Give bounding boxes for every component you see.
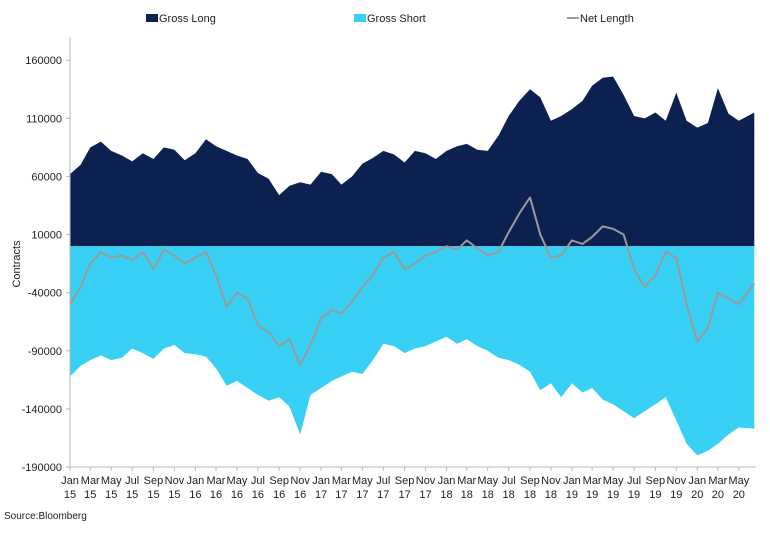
- x-tick-label-year: 16: [189, 489, 201, 501]
- x-tick-label-year: 16: [294, 489, 306, 501]
- x-tick-label-year: 15: [126, 489, 138, 501]
- x-tick-label-month: Mar: [583, 475, 602, 487]
- x-tick-label-month: Sep: [144, 475, 164, 487]
- x-tick-label-year: 18: [503, 489, 515, 501]
- x-tick-label-month: Sep: [269, 475, 289, 487]
- x-tick-label-month: May: [477, 475, 498, 487]
- x-tick-label-year: 15: [147, 489, 159, 501]
- x-tick-label-month: Jul: [502, 475, 516, 487]
- x-tick-label-month: Jul: [251, 475, 265, 487]
- x-tick-label-year: 19: [586, 489, 598, 501]
- x-tick-label-year: 16: [231, 489, 243, 501]
- legend-swatch-gross-long: [146, 14, 158, 22]
- legend-label-gross-long: Gross Long: [159, 13, 216, 25]
- series-area-gross-short: [70, 246, 755, 456]
- x-tick-label-year: 17: [356, 489, 368, 501]
- x-tick-label-year: 19: [628, 489, 640, 501]
- y-tick-label: 60000: [31, 171, 62, 183]
- x-tick-label-month: Nov: [165, 475, 185, 487]
- y-tick-label: 110000: [26, 113, 62, 125]
- y-tick-label: -140000: [22, 404, 62, 416]
- x-tick-label-month: Sep: [520, 475, 540, 487]
- x-tick-label-year: 19: [649, 489, 661, 501]
- plot-area: [69, 76, 756, 456]
- y-axis: 160000 110000 60000 10000 -40000 -90000 -14000…: [22, 37, 71, 474]
- x-tick-label-month: May: [227, 475, 248, 487]
- x-tick-label-year: 17: [335, 489, 347, 501]
- x-tick-label-month: Jul: [627, 475, 641, 487]
- x-tick-label-month: Nov: [667, 475, 687, 487]
- x-tick-label-month: Sep: [646, 475, 666, 487]
- x-tick-label-month: Mar: [457, 475, 476, 487]
- x-tick-label-year: 17: [377, 489, 389, 501]
- x-tick-label-year: 18: [440, 489, 452, 501]
- x-tick-label-month: Mar: [332, 475, 351, 487]
- legend-swatch-gross-short: [354, 14, 366, 22]
- series-area-gross-long: [70, 76, 755, 247]
- x-tick-label-year: 18: [482, 489, 494, 501]
- y-tick-label: -190000: [22, 462, 62, 474]
- x-tick-label-year: 15: [105, 489, 117, 501]
- x-tick-label-year: 15: [84, 489, 96, 501]
- y-axis-title: Contracts: [11, 240, 23, 288]
- x-tick-label-month: May: [101, 475, 122, 487]
- x-tick-label-month: May: [603, 475, 624, 487]
- x-tick-label-month: Jan: [563, 475, 581, 487]
- x-tick-label-year: 17: [398, 489, 410, 501]
- y-tick-label: 160000: [25, 55, 62, 67]
- legend-label-net-length: Net Length: [580, 13, 634, 25]
- x-tick-label-year: 20: [733, 489, 745, 501]
- x-tick-label-year: 19: [607, 489, 619, 501]
- x-tick-label-month: Jan: [61, 475, 79, 487]
- x-tick-label-year: 18: [524, 489, 536, 501]
- x-tick-label-year: 15: [168, 489, 180, 501]
- x-tick-label-year: 16: [252, 489, 264, 501]
- x-tick-label-month: Nov: [541, 475, 561, 487]
- x-tick-label-month: Jan: [312, 475, 330, 487]
- x-tick-label-month: Mar: [81, 475, 100, 487]
- legend-label-gross-short: Gross Short: [367, 13, 426, 25]
- x-tick-label-month: Mar: [207, 475, 226, 487]
- series-line-net-length: [69, 196, 756, 366]
- x-tick-label-month: Nov: [290, 475, 310, 487]
- x-tick-label-month: Mar: [708, 475, 727, 487]
- x-tick-label-month: May: [352, 475, 373, 487]
- x-tick-label-year: 16: [273, 489, 285, 501]
- x-tick-label-year: 18: [461, 489, 473, 501]
- x-tick-label-month: Nov: [416, 475, 436, 487]
- x-tick-label-month: Jul: [376, 475, 390, 487]
- legend: Gross Long Gross Short Net Length: [146, 13, 634, 25]
- x-tick-label-year: 20: [691, 489, 703, 501]
- x-tick-label-month: Jan: [187, 475, 205, 487]
- x-tick-label-month: Jan: [438, 475, 456, 487]
- x-tick-label-year: 19: [566, 489, 578, 501]
- x-tick-label-year: 20: [712, 489, 724, 501]
- y-tick-label: -90000: [28, 346, 62, 358]
- x-tick-label-year: 16: [210, 489, 222, 501]
- x-tick-label-year: 18: [545, 489, 557, 501]
- x-tick-label-month: Jul: [125, 475, 139, 487]
- source-note: Source:Bloomberg: [4, 511, 87, 522]
- x-tick-label-year: 17: [315, 489, 327, 501]
- x-tick-label-month: May: [728, 475, 749, 487]
- x-tick-label-year: 15: [64, 489, 76, 501]
- y-tick-label: -40000: [28, 288, 62, 300]
- x-tick-label-year: 19: [670, 489, 682, 501]
- x-tick-label-month: Jan: [688, 475, 706, 487]
- x-tick-label-month: Sep: [395, 475, 415, 487]
- x-axis: Jan 15 Mar 15 May 15 Jul 15 Sep 15 Nov 15 Jan 16 Mar 16…: [61, 466, 756, 501]
- x-tick-label-year: 17: [419, 489, 431, 501]
- y-tick-label: 10000: [31, 230, 62, 242]
